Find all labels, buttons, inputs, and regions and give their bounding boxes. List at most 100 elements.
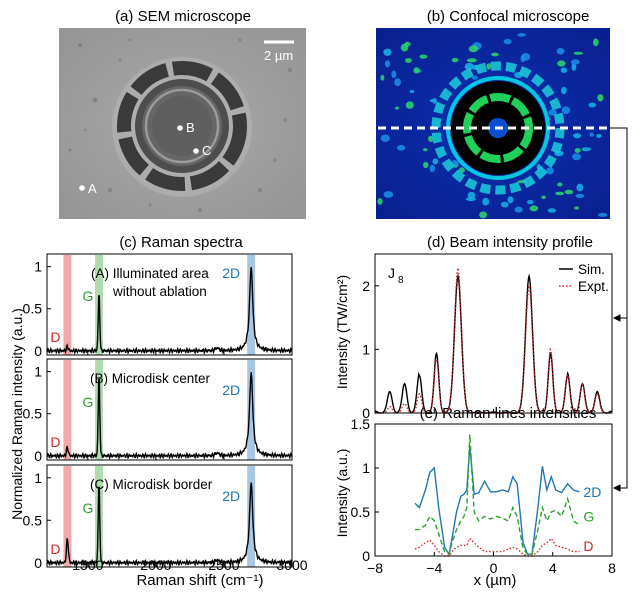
speckle: [384, 60, 391, 68]
series-2D: [414, 445, 580, 557]
speckle: [432, 158, 439, 165]
speckle: [500, 201, 509, 208]
raman-spectra-panel: 0 0.5 1 D G 2D (A) Illuminated area without abl…: [23, 253, 308, 573]
speckle: [405, 58, 412, 63]
speckle: [482, 197, 490, 206]
speckle: [581, 147, 591, 152]
xtick-label: 8: [608, 560, 616, 576]
band-label-D: D: [50, 541, 60, 557]
speckle: [405, 101, 414, 109]
point-c-label: C: [202, 143, 211, 158]
speckle: [467, 191, 476, 199]
speckle: [574, 206, 580, 210]
ytick-label: 1: [34, 364, 42, 380]
speckle: [596, 134, 602, 138]
xtick-label: 4: [549, 560, 557, 576]
panel-b-title: (b) Confocal microscope: [427, 8, 590, 25]
speckle: [471, 75, 478, 80]
speckle: [380, 134, 390, 142]
speckle: [486, 63, 492, 70]
ytick-label: 0.5: [23, 512, 43, 528]
ytick-label: 1: [362, 460, 370, 476]
subplot-label: (B) Microdisk center: [90, 371, 211, 386]
speckle: [571, 63, 577, 71]
xtick-label: 0: [490, 560, 498, 576]
speckle: [561, 106, 571, 114]
speckle: [548, 109, 557, 116]
speckle: [464, 62, 474, 71]
legend-expt-label: Expt.: [578, 279, 609, 294]
speckle: [546, 167, 554, 175]
speckle: [409, 89, 415, 94]
speckle: [383, 48, 392, 56]
ytick-label: 0: [34, 448, 42, 464]
speckle: [570, 59, 580, 65]
speckle: [391, 70, 397, 79]
ytick-label: 2: [362, 278, 370, 294]
speckle: [377, 198, 383, 205]
speckle: [429, 164, 435, 173]
speckle: [575, 193, 585, 199]
speckle: [597, 94, 604, 102]
ytick-label: 0: [362, 405, 370, 421]
axes-box: [46, 253, 293, 356]
series-expt: [375, 265, 612, 414]
band-2D: [247, 255, 256, 355]
band-label-G: G: [83, 500, 94, 516]
ytick-label: 0: [34, 343, 42, 359]
e-ylabel: Intensity (a.u.): [334, 449, 350, 538]
speckle: [573, 133, 582, 139]
e-xlabel: x (µm): [474, 572, 517, 589]
panel-c-title: (c) Raman spectra: [119, 234, 243, 251]
speckle: [541, 195, 546, 199]
xtick-label: 3000: [276, 557, 307, 573]
c-xlabel: Raman shift (cm⁻¹): [136, 572, 263, 589]
ytick-label: 0.5: [23, 406, 43, 422]
speckle: [466, 58, 477, 63]
speckle: [560, 67, 567, 73]
raman-lines-panel: 2D GD 0 0.5 1 1.5 −8 −4 0 4 8: [351, 416, 617, 576]
speckle: [479, 211, 488, 219]
speckle: [572, 153, 582, 161]
axes-box: [46, 464, 293, 568]
speckle: [423, 148, 428, 152]
spectrum-line: [46, 482, 293, 567]
speckle: [556, 47, 565, 55]
band-label-G: G: [83, 288, 94, 304]
ytick-label: 0.5: [23, 301, 43, 317]
speckle: [561, 86, 567, 95]
series-label-D: D: [583, 538, 593, 554]
scale-bar-label: 2 µm: [264, 48, 293, 63]
ytick-label: 1: [34, 259, 42, 275]
speckle: [507, 196, 514, 204]
band-G: [94, 360, 103, 460]
speckle: [547, 208, 557, 213]
speckle: [588, 102, 597, 108]
speckle: [521, 53, 531, 61]
speckle: [380, 74, 385, 81]
axes-box: [46, 358, 293, 461]
speckle: [429, 99, 437, 103]
speckle: [527, 199, 534, 205]
speckle: [564, 189, 574, 195]
speckle: [383, 191, 394, 198]
spectrum-line: [46, 267, 293, 356]
speckle: [597, 212, 608, 217]
band-label-2D: 2D: [222, 488, 240, 504]
axes-box: [374, 253, 613, 414]
confocal-image: [376, 28, 610, 219]
speckle: [468, 45, 479, 53]
point-a-label: A: [88, 181, 97, 196]
band-label-2D: 2D: [222, 382, 240, 398]
ytick-label: 0.5: [351, 504, 371, 520]
speckle: [557, 60, 566, 67]
band-D: [63, 255, 72, 355]
speckle: [573, 51, 584, 55]
j8-sub: 8: [398, 275, 404, 286]
speckle: [413, 67, 420, 74]
band-G: [94, 466, 103, 567]
xtick-label: 1500: [72, 557, 103, 573]
band-label-D: D: [50, 434, 60, 450]
subplot-label: (A) Illuminated area: [91, 266, 209, 281]
